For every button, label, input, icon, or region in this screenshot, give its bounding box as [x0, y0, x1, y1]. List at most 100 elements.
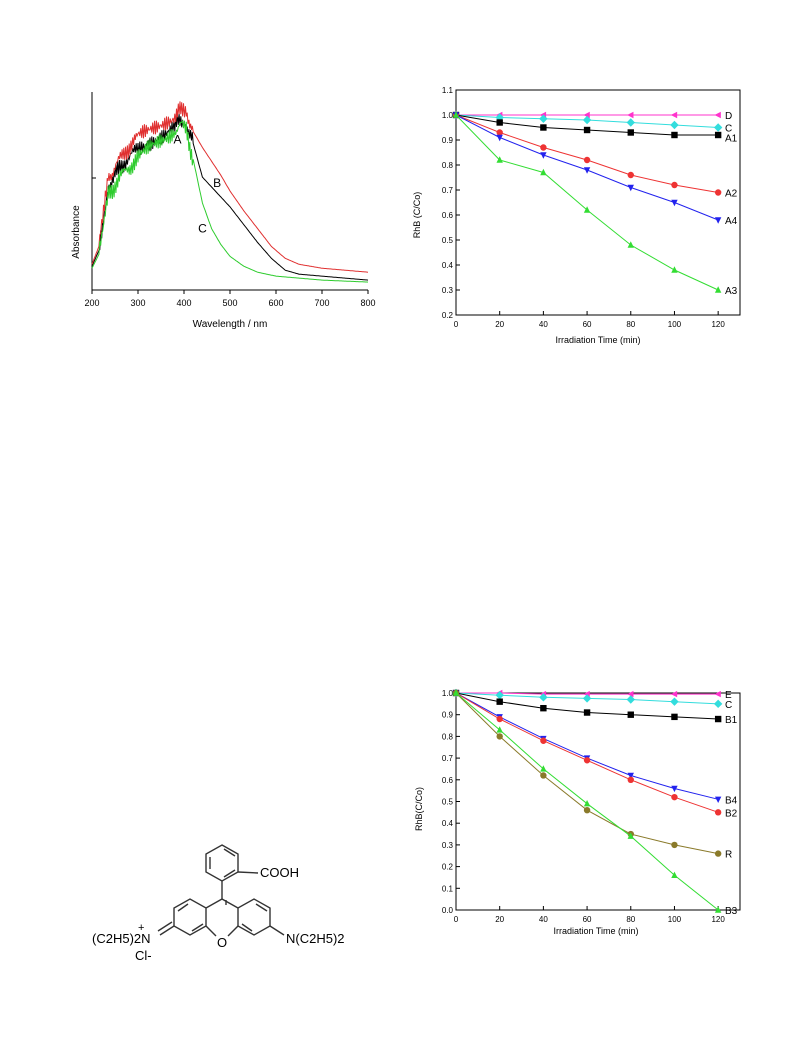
rhb-b-point-b4 [714, 796, 722, 804]
rhb-a-point-a3 [627, 241, 634, 248]
rhb-a-point-a4 [540, 152, 547, 159]
rhb-b-point-r [496, 733, 503, 740]
rhb-a-point-a1 [671, 131, 678, 139]
rhb-b-series-label-c: C [725, 700, 732, 711]
uv-vis-x-axis-label: Wavelength / nm [193, 319, 268, 330]
rhb-a-y-axis-label: RhB (C/Co) [412, 192, 422, 239]
rhb-b-point-e [670, 690, 678, 698]
rhodamine-b-structure: COOH O (C2H5)2N + Cl- N(C2H5)2 [80, 835, 370, 985]
rhb-b-point-b3 [583, 799, 591, 807]
rhb-a-point-d [714, 111, 721, 119]
rhb-b-series-label-r: R [725, 850, 732, 861]
rhb-a-point-a3 [496, 156, 503, 163]
rhb-a-point-a1 [496, 119, 503, 126]
rhb-b-x-tick-label: 0 [454, 915, 459, 924]
rhb-b-y-tick-label: 0.8 [442, 732, 454, 741]
rhb-a-x-tick-label: 120 [711, 320, 725, 329]
uv-vis-x-tick-label: 700 [314, 298, 329, 308]
rhb-b-y-tick-label: 0.3 [442, 841, 454, 850]
rhb-a-series-label-a4: A4 [725, 216, 738, 227]
rhb-b-y-tick-label: 0.0 [442, 906, 454, 915]
rhb-a-point-a1 [540, 124, 547, 131]
rhb-b-point-r [714, 850, 722, 857]
rhb-b-point-b3 [452, 689, 460, 696]
rhb-a-point-a3 [540, 168, 547, 176]
rhb-a-chart-panel: RhB (C/Co) Irradiation Time (min) 0 20 40 6… [400, 80, 760, 350]
uv-vis-curve-label-a: A [174, 132, 182, 146]
rhb-b-series-label-b2: B2 [725, 808, 738, 819]
uv-vis-x-tick-label: 600 [268, 298, 283, 308]
rhb-b-series-label-e: E [725, 690, 732, 701]
uv-vis-x-tick-label: 400 [176, 298, 191, 308]
uv-vis-series-a [91, 113, 369, 281]
rhb-b-point-r [540, 772, 547, 779]
rhb-a-point-a2 [583, 156, 591, 164]
uv-vis-x-tick-label: 800 [360, 298, 375, 308]
rhb-a-point-a3 [452, 111, 460, 118]
rhb-b-point-b4 [671, 785, 678, 793]
rhb-a-point-a2 [496, 129, 503, 136]
rhb-a-point-a4 [671, 199, 678, 207]
rhb-b-y-tick-label: 0.7 [442, 754, 454, 763]
rhb-b-point-b1 [714, 715, 722, 723]
rhb-a-line-a2 [455, 114, 719, 193]
rhb-b-point-c [495, 690, 504, 700]
rhb-b-chart-panel: RhB(C/Co) Irradiation Time (min) 0 20 40 60… [400, 682, 760, 948]
rhb-a-point-a4 [627, 184, 634, 192]
uv-vis-x-tick-label: 300 [130, 298, 145, 308]
benzoic-ring [205, 844, 239, 882]
rhb-b-point-e [627, 690, 634, 698]
uv-vis-curve-b [91, 101, 369, 273]
rhb-a-y-tick-label: 0.4 [442, 261, 454, 270]
rhb-a-y-tick-label: 0.5 [442, 236, 454, 245]
uv-vis-curve-label-c: C [198, 222, 207, 236]
chloride-label: Cl- [135, 948, 152, 963]
rhb-a-point-c [582, 115, 592, 125]
uv-vis-x-tick-label: 200 [84, 298, 99, 308]
rhb-b-y-axis-label: RhB(C/Co) [414, 787, 424, 831]
rhb-b-point-b4 [627, 772, 634, 780]
rhb-b-point-b1 [540, 704, 547, 712]
xanthene-left-ring [173, 898, 223, 936]
rhb-a-y-tick-label: 0.3 [442, 286, 454, 295]
rhb-a-point-a4 [496, 134, 503, 142]
rhb-b-point-b3 [540, 765, 547, 772]
right-amine-bond [269, 925, 285, 936]
rhb-b-point-r [583, 806, 591, 814]
rhb-b-point-e [714, 690, 721, 698]
rhb-b-series-b2 [452, 689, 722, 816]
rhb-a-x-tick-label: 20 [495, 320, 504, 329]
uv-vis-x-tick-label: 500 [222, 298, 237, 308]
rhb-a-chart: RhB (C/Co) Irradiation Time (min) 0 20 40 6… [412, 86, 741, 345]
uv-vis-series-c [91, 119, 369, 283]
cooh-bond [237, 871, 259, 874]
uv-vis-chart: Absorbance Wavelength / nm 200 300 400 500 6… [71, 92, 376, 330]
rhb-b-point-b3 [627, 832, 634, 839]
rhb-a-point-a2 [540, 144, 547, 151]
rhb-b-chart: RhB(C/Co) Irradiation Time (min) 0 20 40 60… [414, 688, 741, 936]
rhb-a-y-tick-label: 0.7 [442, 186, 454, 195]
rhb-b-plot-frame [455, 692, 741, 911]
rhb-a-series-label-a3: A3 [725, 286, 738, 297]
rhb-b-y-tick-label: 1.0 [442, 689, 454, 698]
rhb-a-point-d [627, 111, 634, 119]
rhb-b-y-tick-label: 0.5 [442, 798, 454, 807]
rhb-b-y-tick-label: 0.6 [442, 776, 454, 785]
rhb-a-y-tick-label: 0.9 [442, 136, 454, 145]
rhb-a-point-a1 [714, 131, 722, 139]
rhb-b-x-tick-label: 40 [539, 915, 548, 924]
rhb-b-point-b3 [714, 906, 722, 913]
rhb-a-point-c [713, 123, 723, 132]
rhb-b-y-tick-label: 0.4 [442, 819, 454, 828]
rhb-a-point-c [539, 114, 548, 123]
rhb-b-point-c [713, 699, 723, 709]
right-amine-label: N(C2H5)2 [286, 931, 345, 946]
rhb-a-series-label-c: C [725, 124, 732, 135]
rhb-a-x-tick-label: 100 [668, 320, 682, 329]
rhb-b-y-tick-label: 0.1 [442, 884, 454, 893]
cooh-label: COOH [260, 865, 299, 880]
rhb-a-point-c [626, 118, 635, 127]
rhb-b-x-axis-label: Irradiation Time (min) [553, 926, 638, 936]
rhb-b-point-b1 [583, 709, 591, 716]
rhb-b-point-b1 [496, 698, 503, 705]
